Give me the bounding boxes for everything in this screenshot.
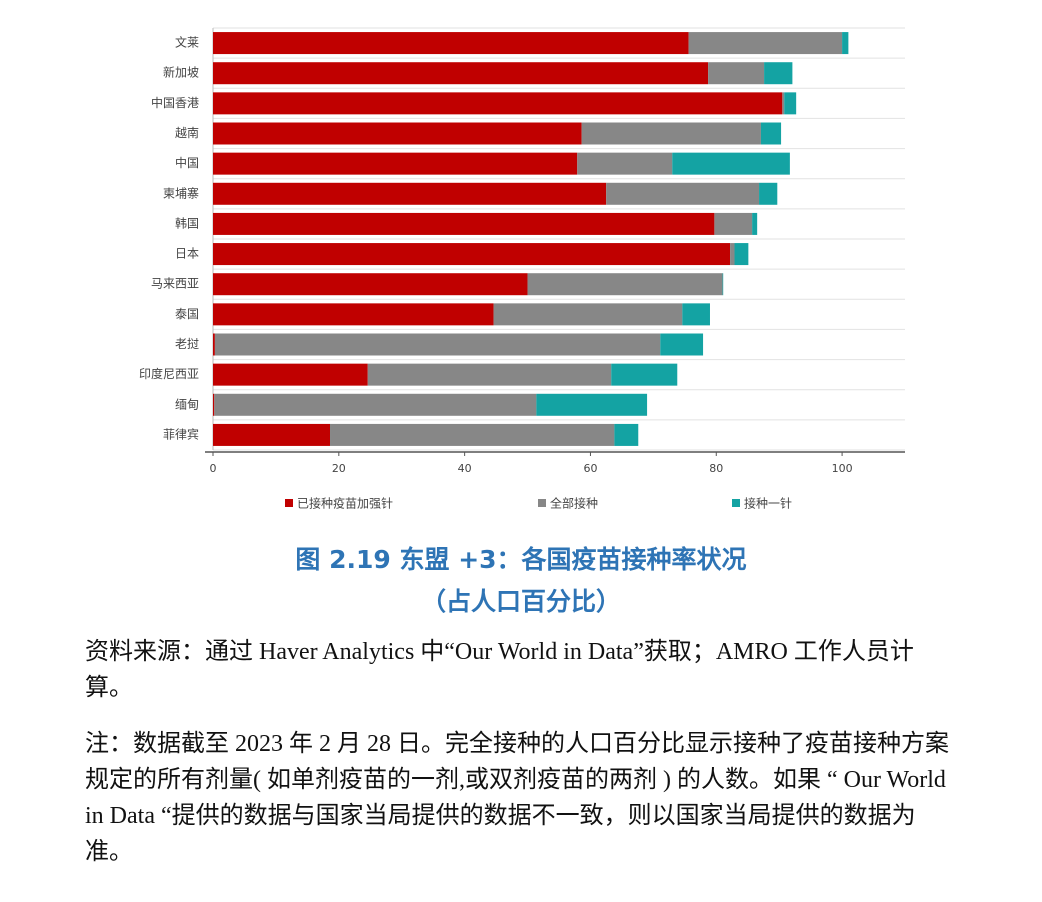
bar-segment bbox=[660, 333, 704, 356]
x-tick-label: 40 bbox=[458, 462, 472, 475]
y-tick-label: 越南 bbox=[175, 125, 199, 140]
caption-subtitle: （占人口百分比） bbox=[420, 587, 621, 616]
bar-segment bbox=[527, 273, 723, 296]
bar-segment bbox=[682, 303, 710, 326]
bar-segment bbox=[213, 363, 368, 386]
note: 注：数据截至 2023 年 2 月 28 日。完全接种的人口百分比显示接种了疫苗… bbox=[85, 731, 949, 865]
bar-segment bbox=[714, 212, 753, 235]
bar-segment bbox=[213, 92, 783, 115]
bar-segment bbox=[611, 363, 678, 386]
legend-swatch bbox=[285, 499, 293, 507]
bar-segment bbox=[213, 182, 607, 205]
bar-segment bbox=[581, 122, 761, 145]
legend-label: 全部接种 bbox=[550, 496, 598, 511]
bar-segment bbox=[688, 32, 843, 55]
bar-segment bbox=[734, 243, 749, 266]
x-tick-label: 20 bbox=[332, 462, 346, 475]
x-tick-label: 0 bbox=[210, 462, 217, 475]
caption-title: 图 2.19 东盟 +3：各国疫苗接种率状况 bbox=[295, 545, 747, 574]
source-note: 资料来源：通过 Haver Analytics 中“Our World in D… bbox=[85, 639, 914, 701]
bar-segment bbox=[759, 182, 778, 205]
bar-segment bbox=[536, 393, 648, 416]
y-tick-label: 泰国 bbox=[175, 307, 199, 321]
bar-segment bbox=[330, 423, 615, 446]
y-tick-label: 印度尼西亚 bbox=[139, 366, 199, 381]
legend-label: 接种一针 bbox=[744, 496, 792, 511]
bar-segment bbox=[708, 62, 765, 85]
bar-segment bbox=[213, 393, 215, 416]
bar-segment bbox=[784, 92, 797, 115]
chart: 0 20 40 60 80 100 文莱新加坡中国香港越南中国柬埔寨韩国日本马来西亚泰国老挝… bbox=[139, 27, 905, 511]
bar-segment bbox=[213, 212, 715, 235]
bar-segment bbox=[213, 303, 494, 326]
y-tick-label: 日本 bbox=[175, 247, 199, 261]
y-tick-label: 新加坡 bbox=[163, 65, 199, 80]
bar-segment bbox=[842, 32, 849, 55]
y-tick-label: 柬埔寨 bbox=[163, 185, 199, 200]
y-tick-label: 马来西亚 bbox=[151, 277, 199, 291]
bar-segment bbox=[213, 152, 578, 175]
y-tick-label: 文莱 bbox=[175, 35, 199, 50]
y-tick-label: 中国香港 bbox=[151, 95, 199, 110]
bar-segment bbox=[214, 393, 537, 416]
x-tick-label: 60 bbox=[583, 462, 597, 475]
bar-segment bbox=[752, 212, 758, 235]
y-tick-label: 菲律宾 bbox=[163, 426, 199, 441]
bar-segment bbox=[213, 333, 215, 356]
bar-segment bbox=[577, 152, 673, 175]
bar-segment bbox=[213, 122, 582, 145]
bar-segment bbox=[606, 182, 760, 205]
bar-segment bbox=[614, 423, 639, 446]
bar-segment bbox=[213, 32, 689, 55]
bar-segment bbox=[764, 62, 793, 85]
legend-swatch bbox=[732, 499, 740, 507]
bar-segment bbox=[782, 92, 785, 115]
legend-label: 已接种疫苗加强针 bbox=[297, 496, 393, 511]
bar-segment bbox=[367, 363, 612, 386]
y-tick-label: 中国 bbox=[175, 155, 199, 170]
bar-segment bbox=[213, 273, 528, 296]
bar-segment bbox=[760, 122, 782, 145]
x-tick-label: 80 bbox=[709, 462, 723, 475]
y-tick-label: 缅甸 bbox=[175, 397, 199, 411]
bar-segment bbox=[213, 62, 709, 85]
y-tick-label: 老挝 bbox=[175, 337, 199, 351]
bar-segment bbox=[730, 243, 735, 266]
bar-segment bbox=[722, 273, 724, 296]
bar-segment bbox=[213, 423, 331, 446]
bar-segment bbox=[493, 303, 683, 326]
bar-segment bbox=[213, 243, 731, 266]
bar-segment bbox=[672, 152, 790, 175]
legend-swatch bbox=[538, 499, 546, 507]
x-tick-label: 100 bbox=[832, 462, 853, 475]
y-tick-label: 韩国 bbox=[175, 215, 199, 230]
bar-segment bbox=[214, 333, 661, 356]
